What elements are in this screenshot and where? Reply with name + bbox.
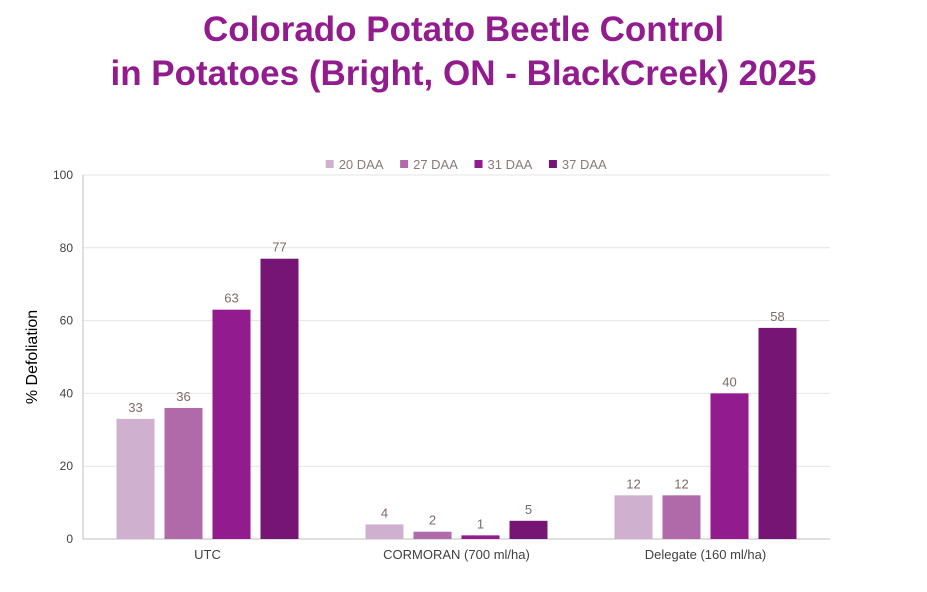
bar [413,531,452,539]
legend-swatch [548,160,557,168]
chart-title-line1: Colorado Potato Beetle Control [202,10,725,49]
bar [461,535,500,539]
data-label: 63 [224,291,238,306]
data-label: 5 [525,502,532,517]
data-label: 12 [626,476,640,491]
legend-label: 20 DAA [339,157,384,172]
bar [212,309,251,539]
x-tick-label: UTC [194,547,221,562]
data-label: 33 [128,400,142,415]
y-tick-label: 80 [60,241,74,255]
data-label: 36 [176,389,190,404]
bar [614,495,653,539]
bar [164,407,203,539]
legend-label: 37 DAA [562,157,607,172]
legend-label: 27 DAA [413,157,458,172]
bar [260,258,299,539]
chart-title: Colorado Potato Beetle Control in Potato… [0,8,927,96]
y-tick-label: 40 [60,386,74,400]
y-tick-label: 0 [66,532,73,546]
legend-swatch [400,160,409,168]
bar [662,495,701,539]
data-label: 12 [674,476,688,491]
bar [710,393,749,539]
data-label: 77 [272,240,286,255]
bar [758,327,797,539]
legend-swatch [325,160,334,168]
data-label: 4 [381,505,388,520]
data-label: 2 [429,513,436,528]
y-tick-label: 60 [60,314,74,328]
x-tick-label: CORMORAN (700 ml/ha) [383,547,530,562]
legend-swatch [474,160,483,168]
data-label: 40 [722,374,736,389]
x-tick-label: Delegate (160 ml/ha) [645,547,766,562]
y-axis-title: % Defoliation [24,310,41,404]
bar [365,524,404,539]
bar [509,520,548,539]
y-tick-label: 20 [60,459,74,473]
y-tick-label: 100 [53,168,73,182]
legend-label: 31 DAA [488,157,533,172]
data-label: 58 [770,309,784,324]
bar [116,418,155,539]
chart-title-line2: in Potatoes (Bright, ON - BlackCreek) 20… [110,54,817,93]
data-label: 1 [477,516,484,531]
